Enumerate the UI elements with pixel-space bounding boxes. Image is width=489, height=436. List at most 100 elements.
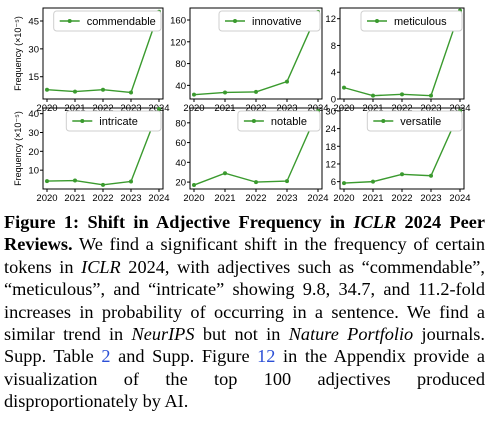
- data-point: [400, 92, 404, 97]
- data-point: [45, 179, 49, 184]
- caption-text-6: in the Appendix provide a visualization …: [4, 346, 485, 412]
- y-axis-label: Frequency (×10⁻⁵): [13, 16, 23, 91]
- y-tick-label: 80: [175, 118, 186, 129]
- x-tick-label: 2023: [276, 193, 297, 204]
- x-tick-label: 2021: [362, 193, 383, 204]
- figure-panels: 15304520202021202220232024Frequency (×10…: [13, 7, 471, 204]
- data-point: [45, 87, 49, 92]
- y-tick-label: 40: [175, 81, 186, 92]
- y-tick-label: 15: [28, 72, 39, 83]
- data-point: [157, 106, 161, 111]
- legend-label: notable: [271, 116, 307, 128]
- legend-box: [366, 110, 463, 132]
- data-point: [285, 79, 289, 84]
- x-tick-label: 2022: [92, 193, 113, 204]
- legend-box: [53, 10, 162, 32]
- legend-label: innovative: [252, 16, 302, 28]
- y-tick-label: 60: [175, 138, 186, 149]
- data-point: [223, 90, 227, 95]
- caption-text-2: 2024, with adjectives such as “commendab…: [4, 256, 485, 345]
- legend-label: commendable: [87, 16, 156, 28]
- y-tick-label: 30: [28, 128, 39, 139]
- x-tick-label: 2020: [333, 193, 354, 204]
- data-point: [101, 182, 105, 187]
- x-tick-label: 2021: [214, 193, 235, 204]
- y-tick-label: 8: [331, 41, 336, 52]
- y-axis-label: Frequency (×10⁻⁵): [13, 111, 23, 186]
- legend-box: [65, 110, 162, 132]
- supp-table-link[interactable]: 2: [101, 346, 111, 367]
- y-tick-label: 24: [325, 124, 336, 135]
- caption-text-1: We find a significant shift in the frequ…: [4, 234, 485, 277]
- legend-marker: [233, 19, 237, 23]
- data-point: [342, 85, 346, 90]
- y-tick-label: 40: [28, 109, 39, 120]
- data-point: [429, 173, 433, 178]
- data-point: [101, 87, 105, 92]
- caption-venue-3: Nature Portfolio: [288, 324, 414, 345]
- y-tick-label: 20: [28, 147, 39, 158]
- y-tick-label: 12: [325, 159, 336, 170]
- legend-label: intricate: [99, 116, 138, 128]
- data-point: [73, 89, 77, 94]
- x-tick-label: 2024: [148, 193, 169, 204]
- legend-marker: [381, 119, 386, 123]
- y-tick-label: 45: [28, 17, 39, 28]
- data-point: [192, 183, 196, 188]
- legend-marker: [67, 19, 72, 23]
- y-tick-label: 40: [175, 158, 186, 169]
- y-tick-label: 12: [325, 14, 336, 25]
- panel-intricate: 10 20 30 40 2020 2021 2022 2023 2024 Frequency (×…: [13, 106, 170, 204]
- legend-label: meticulous: [394, 16, 447, 28]
- x-tick-label: 2020: [36, 193, 57, 204]
- figure-caption: Figure 1: Shift in Adjective Frequency i…: [4, 211, 485, 413]
- legend-marker: [251, 119, 256, 123]
- y-tick-label: 0: [331, 95, 336, 106]
- x-tick-label: 2024: [307, 193, 328, 204]
- data-point: [371, 93, 375, 98]
- caption-text-4: journals. Supp. Table: [4, 324, 485, 367]
- data-point: [285, 179, 289, 184]
- caption-label: Figure 1:: [4, 212, 80, 232]
- legend-marker: [80, 119, 85, 123]
- y-tick-label: 18: [325, 142, 336, 153]
- caption-title-a: Shift in Adjective Frequency in: [87, 212, 354, 232]
- caption-title-b: 2024 Peer Reviews.: [4, 212, 485, 255]
- legend-box: [237, 110, 321, 132]
- y-tick-label: 160: [170, 15, 186, 26]
- x-tick-label: 2024: [449, 193, 470, 204]
- x-tick-label: 2023: [120, 193, 141, 204]
- x-tick-label: 2022: [391, 193, 412, 204]
- y-tick-label: 120: [170, 37, 186, 48]
- caption-title: Shift in Adjective Frequency in ICLR 202…: [4, 212, 485, 254]
- panel-versatile: 6 12 18 24 30 2020 2021 2022 2023 2024 versatile: [325, 106, 470, 204]
- caption-text-5: and Supp. Figure: [110, 346, 258, 367]
- supp-figure-link[interactable]: 12: [257, 346, 276, 367]
- y-tick-label: 30: [28, 44, 39, 55]
- data-point: [342, 181, 346, 186]
- x-tick-label: 2021: [64, 193, 85, 204]
- data-point: [73, 178, 77, 183]
- panel-commendable: 15304520202021202220232024Frequency (×10…: [13, 7, 170, 114]
- y-tick-label: 4: [331, 68, 336, 79]
- y-tick-label: 80: [175, 59, 186, 70]
- y-tick-label: 20: [175, 178, 186, 189]
- data-point: [254, 180, 258, 185]
- data-point: [129, 90, 133, 95]
- data-point: [223, 171, 227, 176]
- data-point: [129, 179, 133, 184]
- y-tick-label: 10: [28, 166, 39, 177]
- legend-box: [360, 10, 463, 32]
- caption-venue-1: ICLR: [81, 256, 121, 277]
- data-point: [429, 93, 433, 98]
- data-point: [192, 92, 196, 97]
- data-point: [371, 179, 375, 184]
- data-point: [400, 172, 404, 177]
- x-tick-label: 2022: [245, 193, 266, 204]
- panel-notable: 20 40 60 80 2020 2021 2022 2023 2024 notable: [175, 107, 329, 204]
- caption-venue-2: NeurIPS: [131, 324, 195, 345]
- y-tick-label: 6: [331, 177, 336, 188]
- x-tick-label: 2023: [420, 193, 441, 204]
